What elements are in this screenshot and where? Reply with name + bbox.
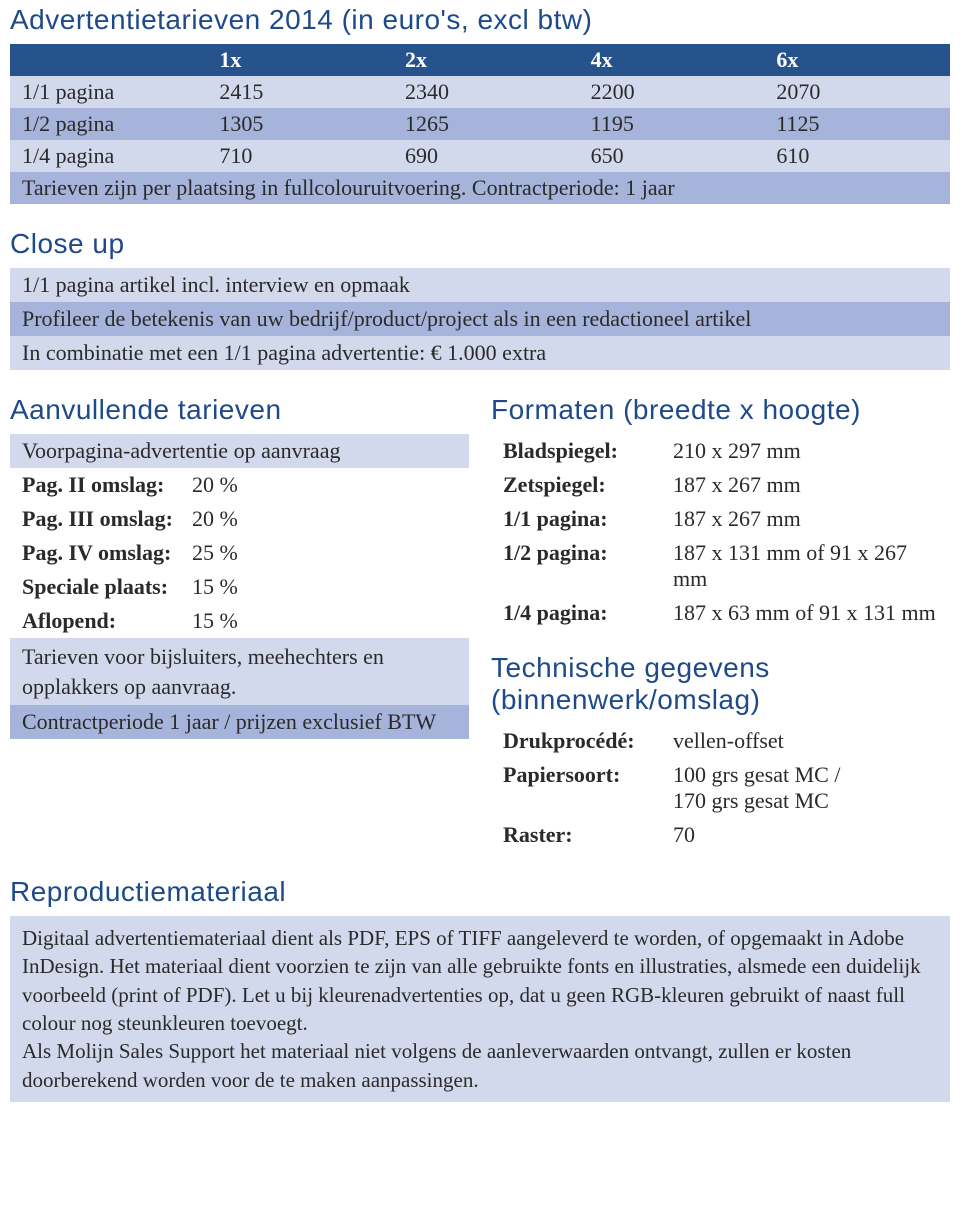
row-value: 1195	[579, 108, 765, 140]
kv-value: 25 %	[192, 540, 457, 566]
kv-key: Raster:	[503, 822, 673, 848]
row-value: 1265	[393, 108, 579, 140]
kv-key: Speciale plaats:	[22, 574, 192, 600]
row-label: 1/4 pagina	[10, 140, 207, 172]
row-label: 1/2 pagina	[10, 108, 207, 140]
row-value: 610	[764, 140, 950, 172]
tariffs-title: Advertentietarieven 2014 (in euro's, exc…	[10, 4, 950, 36]
row-value: 2340	[393, 76, 579, 108]
kv-key: 1/2 pagina:	[503, 540, 673, 592]
list-item: Aflopend: 15 %	[10, 604, 469, 638]
kv-value: 15 %	[192, 608, 457, 634]
list-item: Pag. II omslag: 20 %	[10, 468, 469, 502]
list-item: Papiersoort: 100 grs gesat MC / 170 grs …	[491, 758, 950, 818]
list-item: Bladspiegel: 210 x 297 mm	[491, 434, 950, 468]
kv-value: 210 x 297 mm	[673, 438, 938, 464]
table-row: 1/2 pagina 1305 1265 1195 1125	[10, 108, 950, 140]
kv-key: Aflopend:	[22, 608, 192, 634]
kv-value: 20 %	[192, 472, 457, 498]
kv-key: Pag. IV omslag:	[22, 540, 192, 566]
repro-body: Digitaal advertentiemateriaal dient als …	[10, 916, 950, 1102]
kv-key: Bladspiegel:	[503, 438, 673, 464]
row-value: 2415	[207, 76, 393, 108]
tariffs-header-4x: 4x	[579, 44, 765, 76]
aanvullende-note: Tarieven voor bijsluiters, meehechters e…	[10, 638, 469, 705]
list-item: Pag. III omslag: 20 %	[10, 502, 469, 536]
aanvullende-block: Voorpagina-advertentie op aanvraag Pag. …	[10, 434, 469, 739]
formaten-title: Formaten (breedte x hoogte)	[491, 394, 950, 426]
list-item: 1/1 pagina: 187 x 267 mm	[491, 502, 950, 536]
kv-key: 1/1 pagina:	[503, 506, 673, 532]
closeup-row: Profileer de betekenis van uw bedrijf/pr…	[10, 302, 950, 336]
aanvullende-title: Aanvullende tarieven	[10, 394, 469, 426]
kv-value: 70	[673, 822, 938, 848]
kv-key: 1/4 pagina:	[503, 600, 673, 626]
closeup-row: In combinatie met een 1/1 pagina adverte…	[10, 336, 950, 370]
list-item: Drukprocédé: vellen-offset	[491, 724, 950, 758]
list-item: Raster: 70	[491, 818, 950, 852]
kv-key: Drukprocédé:	[503, 728, 673, 754]
kv-key: Pag. II omslag:	[22, 472, 192, 498]
aanvullende-note: Contractperiode 1 jaar / prijzen exclusi…	[10, 705, 469, 739]
tariffs-header-row: 1x 2x 4x 6x	[10, 44, 950, 76]
kv-value: 15 %	[192, 574, 457, 600]
list-item: 1/4 pagina: 187 x 63 mm of 91 x 131 mm	[491, 596, 950, 630]
list-item: Pag. IV omslag: 25 %	[10, 536, 469, 570]
row-value: 2070	[764, 76, 950, 108]
technisch-block: Drukprocédé: vellen-offset Papiersoort: …	[491, 724, 950, 852]
row-value: 1305	[207, 108, 393, 140]
closeup-title: Close up	[10, 228, 950, 260]
row-value: 690	[393, 140, 579, 172]
technisch-title: Technische gegevens (binnenwerk/omslag)	[491, 652, 950, 716]
row-value: 2200	[579, 76, 765, 108]
row-label: 1/1 pagina	[10, 76, 207, 108]
closeup-row: 1/1 pagina artikel incl. interview en op…	[10, 268, 950, 302]
formaten-block: Bladspiegel: 210 x 297 mm Zetspiegel: 18…	[491, 434, 950, 630]
aanvullende-intro: Voorpagina-advertentie op aanvraag	[10, 434, 469, 468]
kv-key: Pag. III omslag:	[22, 506, 192, 532]
row-value: 710	[207, 140, 393, 172]
tariffs-table: 1x 2x 4x 6x 1/1 pagina 2415 2340 2200 20…	[10, 44, 950, 204]
tariffs-header-1x: 1x	[207, 44, 393, 76]
tariffs-footnote: Tarieven zijn per plaatsing in fullcolou…	[10, 172, 950, 204]
list-item: Speciale plaats: 15 %	[10, 570, 469, 604]
kv-value: 187 x 63 mm of 91 x 131 mm	[673, 600, 938, 626]
list-item: 1/2 pagina: 187 x 131 mm of 91 x 267 mm	[491, 536, 950, 596]
kv-value: vellen-offset	[673, 728, 938, 754]
tariffs-footnote-row: Tarieven zijn per plaatsing in fullcolou…	[10, 172, 950, 204]
tariffs-header-blank	[10, 44, 207, 76]
kv-value: 187 x 267 mm	[673, 472, 938, 498]
table-row: 1/1 pagina 2415 2340 2200 2070	[10, 76, 950, 108]
row-value: 650	[579, 140, 765, 172]
repro-title: Reproductiemateriaal	[10, 876, 950, 908]
table-row: 1/4 pagina 710 690 650 610	[10, 140, 950, 172]
kv-key: Zetspiegel:	[503, 472, 673, 498]
kv-value: 100 grs gesat MC / 170 grs gesat MC	[673, 762, 938, 814]
kv-value: 187 x 131 mm of 91 x 267 mm	[673, 540, 938, 592]
row-value: 1125	[764, 108, 950, 140]
list-item: Zetspiegel: 187 x 267 mm	[491, 468, 950, 502]
kv-key: Papiersoort:	[503, 762, 673, 814]
tariffs-header-6x: 6x	[764, 44, 950, 76]
kv-value: 20 %	[192, 506, 457, 532]
closeup-block: 1/1 pagina artikel incl. interview en op…	[10, 268, 950, 370]
tariffs-header-2x: 2x	[393, 44, 579, 76]
kv-value: 187 x 267 mm	[673, 506, 938, 532]
